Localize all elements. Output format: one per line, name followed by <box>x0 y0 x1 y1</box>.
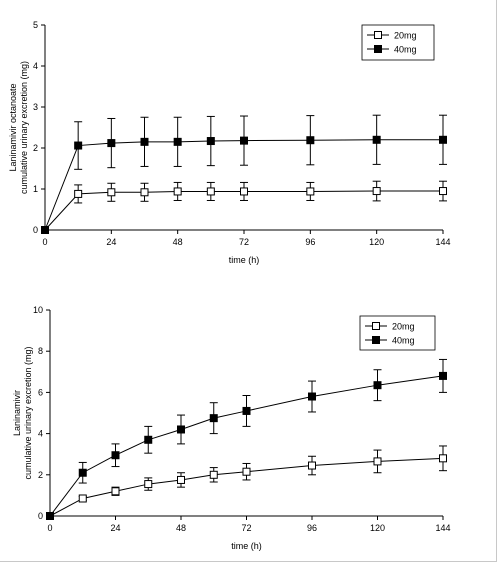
data-point <box>140 188 149 197</box>
data-point <box>46 512 54 520</box>
data-point <box>242 467 251 476</box>
legend-label: 40mg <box>392 336 415 346</box>
data-point <box>209 414 218 423</box>
legend: 20mg 40mg <box>359 315 436 351</box>
y-tick-label: 1 <box>33 184 38 194</box>
data-point <box>107 188 116 197</box>
data-point <box>372 187 381 196</box>
x-tick-label: 0 <box>47 523 52 533</box>
data-point <box>209 470 218 479</box>
legend-label: 40mg <box>394 45 417 55</box>
data-point <box>111 451 120 460</box>
data-point <box>306 136 315 145</box>
data-point <box>177 475 185 484</box>
y-axis-label: Laninamivir octanoate <box>8 83 18 171</box>
x-tick-label: 144 <box>435 523 450 533</box>
x-tick-label: 72 <box>239 237 249 247</box>
legend-label: 20mg <box>392 322 415 332</box>
data-point <box>107 139 116 148</box>
series-line <box>44 139 443 231</box>
y-axis-label: cumulative urinary excretion (mg) <box>19 61 29 194</box>
chart-1: 0 1 2 3 4 5 0 24 48 72 96 120 144 time (h) Laninamivir… <box>8 20 451 265</box>
y-tick-label: 8 <box>38 346 43 356</box>
series-line <box>49 375 444 517</box>
data-point <box>439 371 447 380</box>
data-point <box>144 435 153 444</box>
y-tick-label: 5 <box>33 20 38 30</box>
legend-marker <box>374 45 382 53</box>
x-tick-label: 72 <box>241 523 251 533</box>
data-point <box>439 135 447 144</box>
y-tick-label: 0 <box>38 511 43 521</box>
data-point <box>308 392 316 401</box>
data-point <box>74 141 83 150</box>
y-tick-label: 2 <box>33 143 38 153</box>
y-axis-label: cumulative urinary excretion (mg) <box>23 346 33 479</box>
y-axis-label: Laninamivir <box>12 390 22 436</box>
x-tick-label: 120 <box>369 237 384 247</box>
data-point <box>206 187 215 196</box>
series-line <box>49 457 444 517</box>
data-point <box>306 187 315 196</box>
legend-box <box>359 315 436 351</box>
data-point <box>373 457 382 466</box>
series-40mg <box>41 114 447 234</box>
x-tick-label: 96 <box>305 237 315 247</box>
x-tick-label: 0 <box>42 237 47 247</box>
data-point <box>439 454 447 463</box>
data-point <box>173 187 182 196</box>
series-40mg <box>46 358 447 520</box>
series-line <box>44 190 443 231</box>
x-axis-label: time (h) <box>229 255 260 265</box>
y-tick-label: 0 <box>33 225 38 235</box>
data-point <box>240 187 248 196</box>
x-tick-label: 24 <box>110 523 120 533</box>
legend-label: 20mg <box>394 31 417 41</box>
legend-box <box>361 24 435 61</box>
data-point <box>242 406 251 415</box>
y-tick-label: 6 <box>38 387 43 397</box>
legend-marker <box>372 336 380 344</box>
legend-marker <box>372 322 380 330</box>
data-point <box>308 461 316 470</box>
x-tick-label: 48 <box>173 237 183 247</box>
data-point <box>111 487 120 496</box>
x-tick-label: 96 <box>307 523 317 533</box>
data-point <box>41 226 49 234</box>
x-tick-label: 120 <box>370 523 385 533</box>
data-point <box>78 494 87 503</box>
data-point <box>373 381 382 390</box>
y-tick-label: 4 <box>33 61 38 71</box>
series-20mg <box>41 180 447 234</box>
legend: 20mg 40mg <box>361 24 435 61</box>
y-tick-label: 2 <box>38 470 43 480</box>
x-tick-label: 144 <box>435 237 450 247</box>
data-point <box>206 137 215 146</box>
y-tick-label: 3 <box>33 102 38 112</box>
y-tick-label: 4 <box>38 429 43 439</box>
data-point <box>240 136 248 145</box>
data-point <box>177 425 185 434</box>
data-point <box>74 189 83 198</box>
series-20mg <box>46 445 447 520</box>
x-tick-label: 24 <box>106 237 116 247</box>
data-point <box>140 137 149 146</box>
data-point <box>372 135 381 144</box>
data-point <box>78 468 87 477</box>
data-point <box>144 480 153 489</box>
x-tick-label: 48 <box>176 523 186 533</box>
y-tick-label: 10 <box>33 305 43 315</box>
x-axis-label: time (h) <box>231 541 262 551</box>
legend-marker <box>374 31 382 39</box>
data-point <box>439 187 447 196</box>
data-point <box>173 137 182 146</box>
